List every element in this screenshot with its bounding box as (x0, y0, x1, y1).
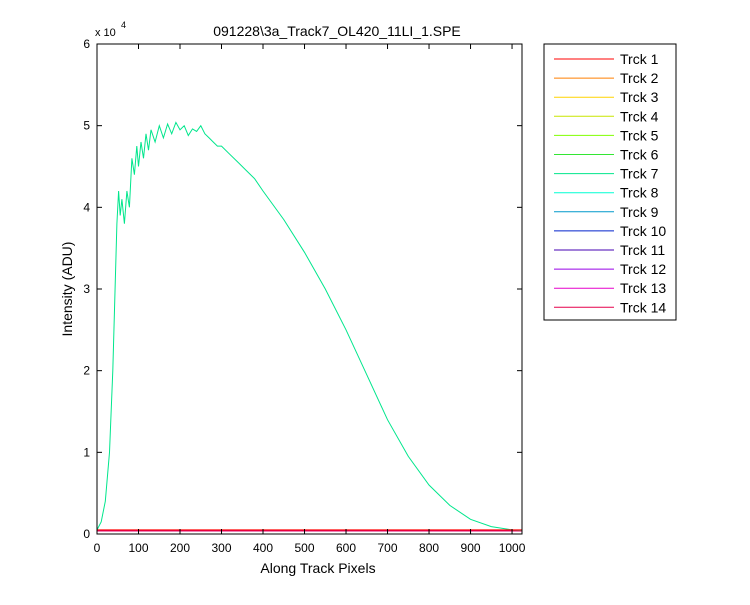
y-tick-label: 6 (83, 37, 90, 51)
legend-label: Trck 14 (620, 299, 666, 315)
x-tick-label: 700 (378, 541, 398, 555)
y-tick-label: 5 (83, 119, 90, 133)
x-axis-ticks: 0 100 200 300 400 500 600 700 800 900 1000 (94, 44, 526, 555)
y-exponent-power: 4 (121, 20, 126, 30)
y-tick-label: 1 (83, 445, 90, 459)
legend-item: Trck 2 (554, 70, 659, 86)
series-line-7 (96, 121, 523, 531)
legend-label: Trck 2 (620, 70, 659, 86)
legend-label: Trck 12 (620, 261, 666, 277)
legend-label: Trck 5 (620, 127, 659, 143)
legend-item: Trck 1 (554, 51, 659, 67)
legend-items: Trck 1 Trck 2 Trck 3 Trck 4 Trck 5 Trck 6 Trck… (554, 51, 666, 315)
legend-item: Trck 12 (554, 261, 666, 277)
legend-label: Trck 4 (620, 108, 659, 124)
x-tick-label: 200 (170, 541, 190, 555)
legend-label: Trck 3 (620, 89, 659, 105)
plot-background (97, 44, 522, 534)
plot-area: 0 100 200 300 400 500 600 700 800 900 1000 0 1 2 3 4 5 6 (83, 37, 525, 555)
y-axis-ticks: 0 1 2 3 4 5 6 (83, 37, 522, 541)
legend-item: Trck 14 (554, 299, 666, 315)
x-tick-label: 800 (419, 541, 439, 555)
x-axis-label: Along Track Pixels (260, 560, 375, 576)
legend-item: Trck 7 (554, 166, 659, 182)
legend-label: Trck 1 (620, 51, 659, 67)
legend: Trck 1 Trck 2 Trck 3 Trck 4 Trck 5 Trck 6 Trck… (543, 43, 677, 321)
x-tick-label: 100 (128, 541, 148, 555)
legend-label: Trck 11 (620, 242, 665, 258)
y-tick-label: 4 (83, 200, 90, 214)
y-tick-label: 0 (83, 527, 90, 541)
legend-label: Trck 6 (620, 147, 659, 163)
legend-label: Trck 8 (620, 185, 659, 201)
legend-item: Trck 9 (554, 204, 659, 220)
x-tick-label: 1000 (499, 541, 526, 555)
x-tick-label: 300 (211, 541, 231, 555)
y-axis-exponent: x 10 4 (95, 20, 126, 39)
legend-item: Trck 5 (554, 127, 659, 143)
legend-item: Trck 4 (554, 108, 659, 124)
y-exponent-base: x 10 (95, 27, 116, 39)
legend-item: Trck 11 (554, 242, 665, 258)
series-layer (96, 121, 523, 532)
legend-item: Trck 13 (554, 280, 666, 296)
x-tick-label: 400 (253, 541, 273, 555)
legend-item: Trck 6 (554, 147, 659, 163)
y-axis-label: Intensity (ADU) (59, 242, 75, 337)
chart-title: 091228\3a_Track7_OL420_11LI_1.SPE (213, 23, 461, 39)
legend-label: Trck 13 (620, 280, 666, 296)
x-tick-label: 500 (295, 541, 315, 555)
x-tick-label: 600 (336, 541, 356, 555)
legend-box (543, 43, 677, 321)
legend-label: Trck 10 (620, 223, 666, 239)
y-tick-label: 3 (83, 282, 90, 296)
legend-label: Trck 7 (620, 166, 659, 182)
legend-item: Trck 8 (554, 185, 659, 201)
legend-label: Trck 9 (620, 204, 659, 220)
y-tick-label: 2 (83, 364, 90, 378)
legend-item: Trck 3 (554, 89, 659, 105)
x-tick-label: 0 (94, 541, 101, 555)
x-tick-label: 900 (461, 541, 481, 555)
legend-item: Trck 10 (554, 223, 666, 239)
